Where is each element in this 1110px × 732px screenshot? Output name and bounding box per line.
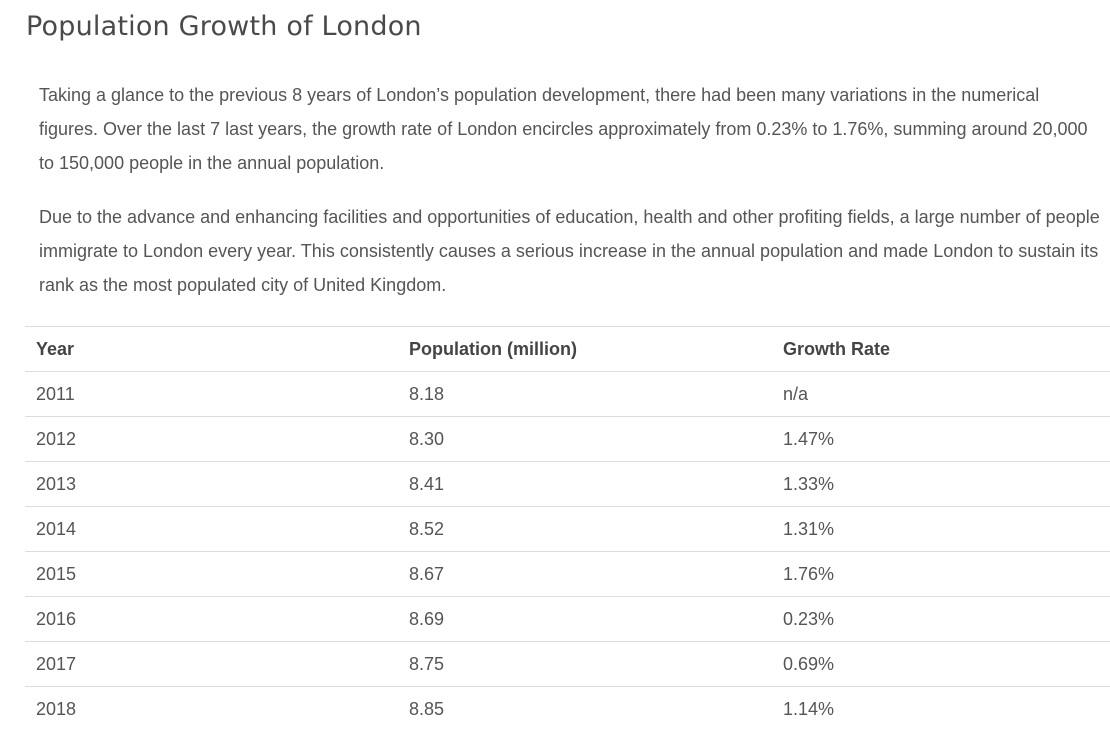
cell-growth-rate: 1.47% bbox=[772, 416, 1110, 462]
header-growth-rate: Growth Rate bbox=[772, 326, 1110, 372]
cell-population: 8.75 bbox=[398, 641, 772, 687]
cell-year: 2014 bbox=[25, 506, 398, 552]
table-row: 2013 8.41 1.33% bbox=[25, 461, 1110, 507]
population-table-container: Year Population (million) Growth Rate 20… bbox=[25, 326, 1110, 732]
cell-year: 2012 bbox=[25, 416, 398, 462]
cell-growth-rate: 1.33% bbox=[772, 461, 1110, 507]
cell-year: 2011 bbox=[25, 371, 398, 417]
cell-population: 8.52 bbox=[398, 506, 772, 552]
table-header-row: Year Population (million) Growth Rate bbox=[25, 326, 1110, 372]
page-title: Population Growth of London bbox=[26, 11, 422, 42]
cell-population: 8.67 bbox=[398, 551, 772, 597]
cell-growth-rate: n/a bbox=[772, 371, 1110, 417]
cell-growth-rate: 0.23% bbox=[772, 596, 1110, 642]
table-row: 2014 8.52 1.31% bbox=[25, 506, 1110, 552]
cell-year: 2018 bbox=[25, 686, 398, 732]
cell-growth-rate: 1.14% bbox=[772, 686, 1110, 732]
cell-growth-rate: 1.31% bbox=[772, 506, 1110, 552]
intro-paragraph: Taking a glance to the previous 8 years … bbox=[39, 85, 1088, 173]
cell-year: 2017 bbox=[25, 641, 398, 687]
table-row: 2012 8.30 1.47% bbox=[25, 416, 1110, 462]
header-population: Population (million) bbox=[398, 326, 772, 372]
cell-population: 8.30 bbox=[398, 416, 772, 462]
table-row: 2016 8.69 0.23% bbox=[25, 596, 1110, 642]
cell-population: 8.41 bbox=[398, 461, 772, 507]
cell-year: 2016 bbox=[25, 596, 398, 642]
table-row: 2015 8.67 1.76% bbox=[25, 551, 1110, 597]
cell-growth-rate: 1.76% bbox=[772, 551, 1110, 597]
cell-year: 2013 bbox=[25, 461, 398, 507]
population-table: Year Population (million) Growth Rate 20… bbox=[25, 326, 1110, 732]
cell-population: 8.18 bbox=[398, 371, 772, 417]
table-row: 2018 8.85 1.14% bbox=[25, 686, 1110, 732]
cell-year: 2015 bbox=[25, 551, 398, 597]
table-row: 2017 8.75 0.69% bbox=[25, 641, 1110, 687]
cell-growth-rate: 0.69% bbox=[772, 641, 1110, 687]
immigration-paragraph: Due to the advance and enhancing facilit… bbox=[39, 207, 1100, 295]
header-year: Year bbox=[25, 326, 398, 372]
table-row: 2011 8.18 n/a bbox=[25, 371, 1110, 417]
cell-population: 8.69 bbox=[398, 596, 772, 642]
cell-population: 8.85 bbox=[398, 686, 772, 732]
